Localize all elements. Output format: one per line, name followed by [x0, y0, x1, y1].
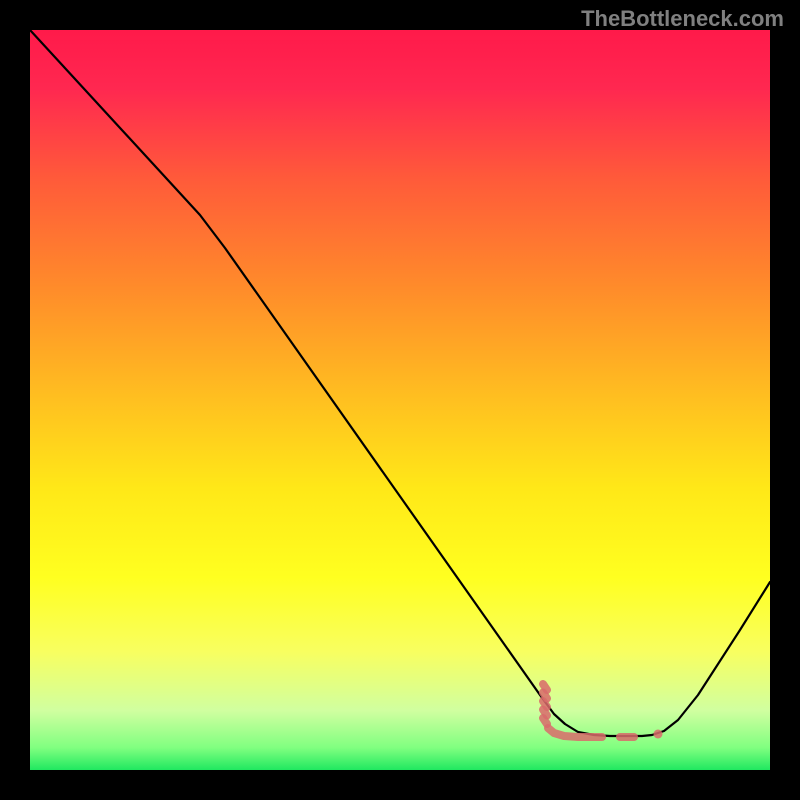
- watermark: TheBottleneck.com: [581, 6, 784, 32]
- plot-background: [30, 30, 770, 770]
- chart-container: [30, 30, 770, 770]
- chart-svg: [30, 30, 770, 770]
